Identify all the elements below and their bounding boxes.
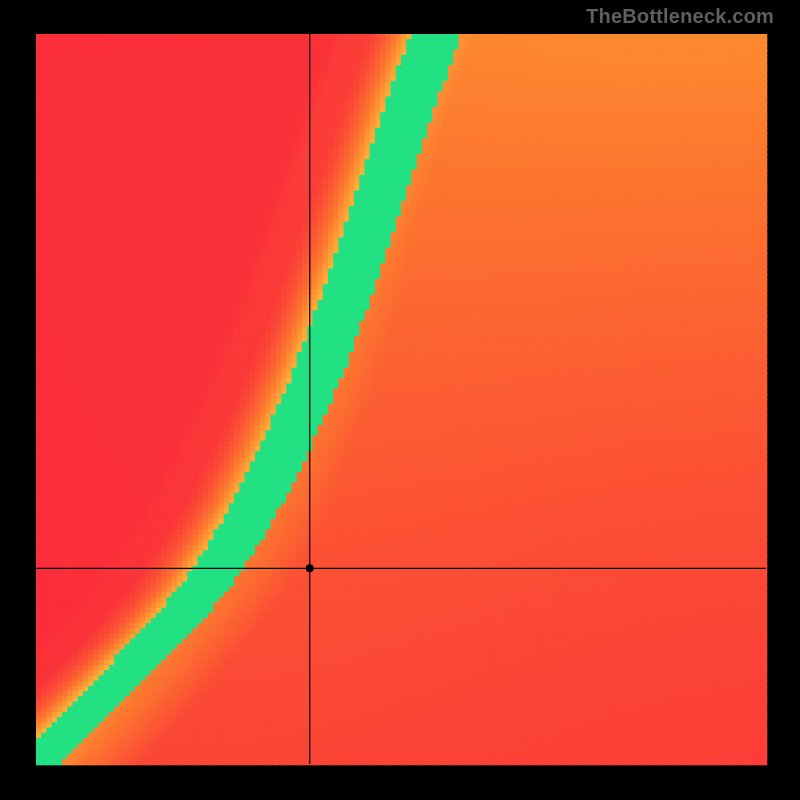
watermark-text: TheBottleneck.com	[586, 6, 774, 29]
bottleneck-heatmap	[0, 0, 800, 800]
chart-container: TheBottleneck.com	[0, 0, 800, 800]
